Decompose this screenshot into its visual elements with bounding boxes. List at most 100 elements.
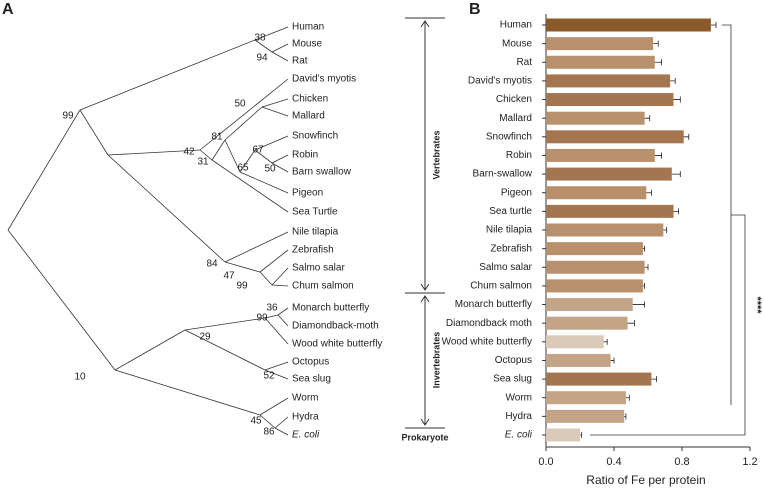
- bar: [546, 335, 604, 349]
- leaf-label: Wood white butterfly: [292, 339, 382, 350]
- bar: [546, 18, 711, 32]
- y-tick-label: David's myotis: [468, 76, 532, 87]
- bar: [546, 111, 645, 125]
- leaf-label: Human: [292, 22, 324, 33]
- bar: [546, 130, 684, 144]
- error-bar: [673, 96, 681, 103]
- bar: [546, 55, 655, 69]
- bar: [546, 37, 654, 51]
- branch: [254, 26, 289, 41]
- support-value: 99: [256, 313, 268, 324]
- group-label: Invertebrates: [431, 332, 441, 389]
- branch: [271, 154, 289, 164]
- y-tick-label: E. coli: [505, 430, 533, 441]
- x-tick-label: 0.8: [674, 456, 689, 468]
- error-bar: [646, 189, 652, 196]
- branch: [7, 229, 116, 371]
- branch: [259, 249, 289, 273]
- branch: [271, 162, 289, 173]
- arrowheads: [420, 20, 430, 426]
- branch: [274, 416, 289, 429]
- support-value: 94: [256, 53, 268, 64]
- bar-chart: **** Ratio of Fe per protein 0.0 0.4 0.8 1.…: [442, 14, 763, 487]
- branch: [199, 78, 289, 151]
- branch: [261, 106, 289, 117]
- branch: [259, 414, 276, 429]
- branch: [271, 284, 289, 287]
- error-bar: [654, 59, 662, 66]
- error-bar: [625, 394, 630, 401]
- leaf-label: Barn swallow: [292, 167, 352, 178]
- branch: [239, 149, 256, 173]
- error-bar: [627, 320, 635, 327]
- branch: [264, 314, 279, 319]
- branch: [259, 397, 289, 416]
- group-label: Prokaryote: [401, 432, 448, 442]
- branch: [184, 317, 266, 331]
- leaf-label: Octopus: [292, 357, 329, 368]
- y-tick-label: Nile tilapia: [486, 225, 533, 236]
- y-tick-label: Barn-swallow: [473, 169, 533, 180]
- bar: [546, 428, 580, 442]
- y-tick-label: Chum salmon: [470, 281, 532, 292]
- y-tick-label: Snowfinch: [486, 131, 532, 142]
- branch: [224, 139, 241, 173]
- leaf-label: E. coli: [292, 430, 320, 441]
- y-tick-label: Mouse: [502, 38, 532, 49]
- y-tick-label: Rat: [516, 57, 532, 68]
- branch: [254, 149, 273, 164]
- branch: [264, 317, 289, 345]
- leaf-label: Worm: [292, 393, 318, 404]
- branch: [114, 329, 186, 371]
- leaf-label: Hydra: [292, 412, 319, 423]
- branch: [271, 43, 289, 53]
- bar: [546, 353, 611, 367]
- bar: [546, 298, 633, 312]
- leaf-label: Sea slug: [292, 374, 331, 385]
- support-value: 36: [266, 303, 278, 314]
- error-bar: [580, 432, 583, 438]
- y-tick-label: Diamondback moth: [446, 318, 532, 329]
- y-tick-label: Robin: [506, 150, 532, 161]
- error-bar: [670, 77, 676, 84]
- branch: [261, 98, 289, 108]
- branch: [259, 271, 273, 286]
- error-bar: [610, 357, 615, 364]
- x-tick-label: 0.4: [606, 456, 621, 468]
- error-bar: [673, 208, 679, 215]
- y-tick-label: Zebrafish: [490, 243, 532, 254]
- bar: [546, 372, 652, 386]
- branch: [114, 369, 261, 416]
- branch: [107, 149, 201, 156]
- branch: [254, 39, 273, 53]
- branch: [264, 361, 289, 371]
- support-value: 86: [263, 427, 275, 438]
- branch: [211, 159, 289, 213]
- leaf-label: Rat: [292, 56, 308, 67]
- panel-label: B: [469, 1, 481, 18]
- branch: [199, 149, 213, 161]
- branch: [271, 51, 289, 62]
- support-value: 50: [234, 99, 246, 110]
- support-value: 52: [263, 371, 275, 382]
- error-bar: [651, 376, 657, 383]
- error-bar: [683, 133, 690, 140]
- error-bar: [710, 22, 717, 28]
- branch: [107, 154, 226, 263]
- y-tick-label: Salmo salar: [479, 262, 532, 273]
- error-bar: [632, 301, 645, 308]
- branch: [7, 109, 81, 231]
- y-tick-label: Octopus: [495, 355, 532, 366]
- support-value: 84: [206, 259, 218, 270]
- x-tick-label: 0.0: [538, 456, 553, 468]
- y-tick-label: Mallard: [499, 113, 532, 124]
- leaf-label: Chum salmon: [292, 281, 354, 292]
- bar: [546, 316, 628, 330]
- leaf-label: Chicken: [292, 94, 328, 105]
- bar: [546, 242, 643, 256]
- error-bar: [653, 40, 659, 47]
- support-value: 10: [74, 372, 86, 383]
- error-bar: [644, 264, 649, 271]
- support-value: 50: [264, 164, 276, 175]
